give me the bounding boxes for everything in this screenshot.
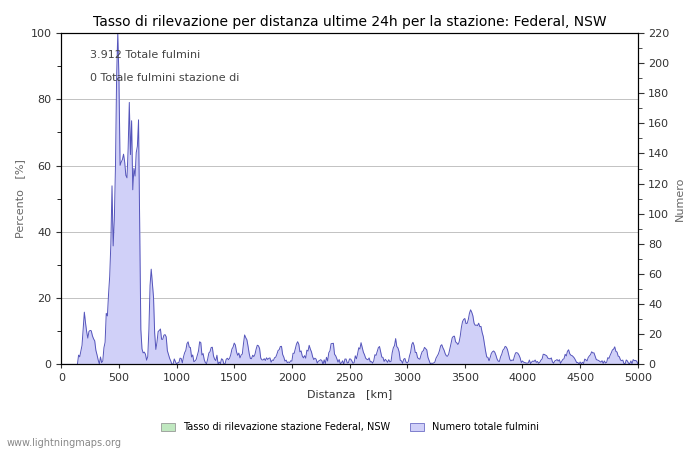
Legend: Tasso di rilevazione stazione Federal, NSW, Numero totale fulmini: Tasso di rilevazione stazione Federal, N… (157, 418, 543, 436)
Text: 3.912 Totale fulmini: 3.912 Totale fulmini (90, 50, 200, 59)
Y-axis label: Percento   [%]: Percento [%] (15, 159, 25, 238)
Title: Tasso di rilevazione per distanza ultime 24h per la stazione: Federal, NSW: Tasso di rilevazione per distanza ultime… (92, 15, 606, 29)
Y-axis label: Numero: Numero (675, 176, 685, 221)
Text: 0 Totale fulmini stazione di: 0 Totale fulmini stazione di (90, 73, 239, 83)
Text: www.lightningmaps.org: www.lightningmaps.org (7, 438, 122, 448)
X-axis label: Distanza   [km]: Distanza [km] (307, 389, 392, 399)
